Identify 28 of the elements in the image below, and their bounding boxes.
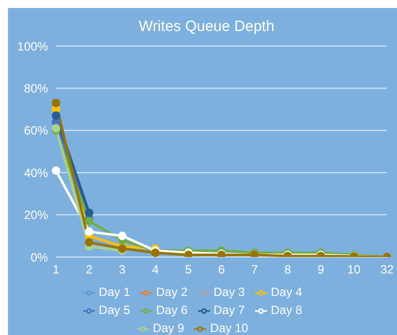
legend-label: Day 3 [214,285,245,299]
y-tick-label: 0% [30,250,48,264]
legend-label: Day 8 [270,303,302,317]
x-tick-label: 6 [218,262,226,277]
x-tick-label: 1 [52,262,60,277]
legend-label: Day 9 [152,321,184,335]
y-tick-label: 80% [24,81,48,96]
legend-label: Day 10 [210,321,248,335]
chart-title: Writes Queue Depth [138,18,276,35]
x-tick-label: 7 [251,262,258,277]
x-tick-label: 2 [86,262,93,277]
legend-label: Day 1 [98,285,130,299]
legend-label: Day 2 [156,285,188,299]
y-tick-label: 40% [24,166,48,180]
legend-label: Day 5 [98,303,130,317]
x-tick-label: 4 [152,262,159,277]
y-tick-label: 20% [24,208,48,222]
x-tick-label: 10 [347,262,361,277]
y-tick-label: 60% [24,124,48,138]
x-tick-label: 9 [317,262,324,277]
x-tick-label: 32 [380,262,394,277]
legend-label: Day 6 [156,303,188,317]
y-tick-label: 100% [17,39,48,54]
x-tick-label: 3 [118,262,126,277]
legend-label: Day 7 [214,303,245,317]
x-tick-label: 8 [284,262,292,277]
x-tick-label: 5 [185,262,192,277]
legend-label: Day 4 [270,285,302,299]
